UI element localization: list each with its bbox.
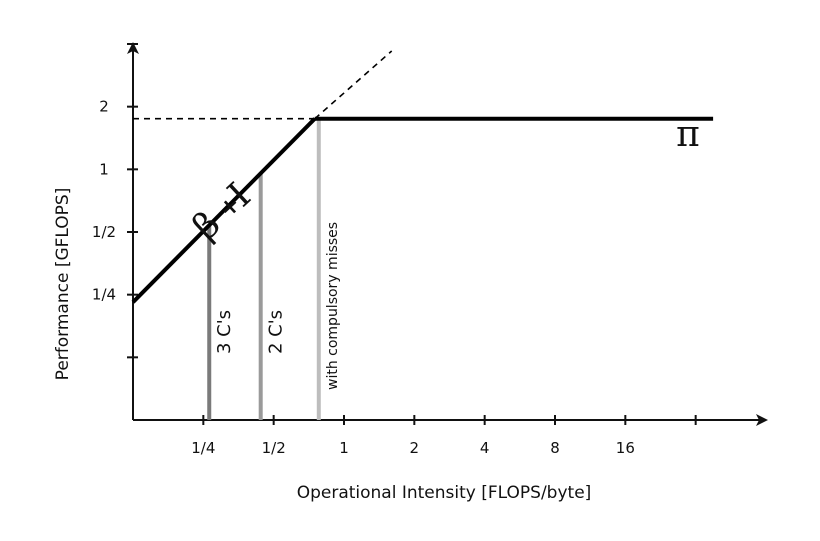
series-line [131, 117, 317, 304]
y-tick-label: 1/4 [92, 286, 116, 304]
vertical-line-label: 2 C's [266, 310, 287, 354]
pi-label: π [676, 114, 700, 155]
x-tick-label: 2 [410, 439, 420, 457]
x-tick-label: 1 [339, 439, 349, 457]
series-lines [131, 50, 714, 304]
y-tick-label: 2 [99, 98, 109, 116]
series-line [314, 50, 393, 120]
x-axis-title: Operational Intensity [FLOPS/byte] [297, 483, 592, 503]
vertical-line-label: 3 C's [214, 310, 235, 354]
x-tick-label: 4 [480, 439, 490, 457]
y-axis-title: Performance [GFLOPS] [53, 188, 73, 381]
x-tick-label: 1/2 [262, 439, 286, 457]
vertical-line-label: with compulsory misses [325, 222, 341, 390]
x-tick-label: 16 [616, 439, 635, 457]
y-tick-label: 1 [99, 160, 109, 178]
y-ticks: 1/4 1/2 1 2 [92, 43, 138, 359]
vertical-lines: 3 C's 2 C's with compulsory misses [207, 118, 341, 420]
x-ticks: 1/4 1/2 1 2 4 8 16 [191, 415, 697, 457]
x-tick-label: 8 [550, 439, 560, 457]
x-tick-label: 1/4 [191, 439, 215, 457]
y-tick-label: 1/2 [92, 223, 116, 241]
